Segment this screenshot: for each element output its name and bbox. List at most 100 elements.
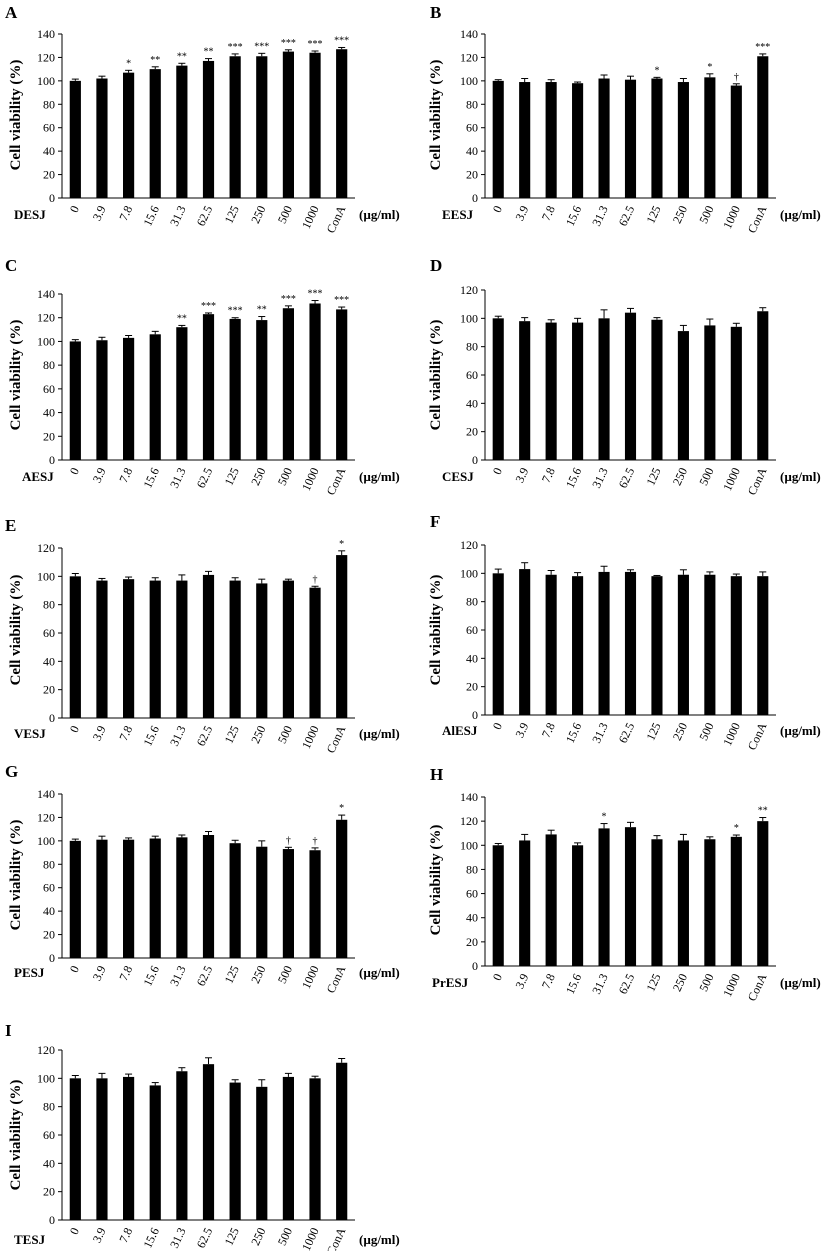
unit-label: (µg/ml): [359, 726, 400, 741]
x-tick-label: 500: [275, 963, 295, 985]
panel-b: B Cell viability (%) 0 20 40 60 80 100 120 140 0 3.…: [428, 3, 821, 235]
y-tick-label: 0: [49, 711, 55, 725]
x-tick-label: 7.8: [116, 465, 135, 485]
y-tick-label: 120: [460, 283, 478, 297]
panel-h: H Cell viability (%) 0 20 40 60 80 100 120 140 0 3.…: [428, 765, 821, 1003]
x-tick-label: 62.5: [194, 1225, 216, 1250]
y-tick-label: 140: [460, 790, 478, 804]
bar: [202, 314, 215, 460]
x-tick-label: 7.8: [539, 971, 558, 991]
y-tick-label: 20: [466, 168, 478, 182]
x-tick-label: 125: [643, 971, 663, 993]
x-tick-label: 0: [490, 465, 505, 476]
y-tick-label: 20: [43, 1185, 55, 1199]
y-axis-title: Cell viability (%): [428, 60, 444, 171]
y-tick-label: 20: [43, 928, 55, 942]
significance-label: *: [339, 539, 344, 550]
bar: [572, 845, 584, 966]
x-tick-label: 7.8: [539, 720, 558, 740]
bar: [96, 78, 108, 198]
bar: [677, 82, 689, 198]
bar: [492, 318, 504, 460]
bar: [336, 49, 348, 198]
y-tick-label: 0: [472, 708, 478, 722]
x-tick-label: 250: [248, 723, 268, 745]
bar: [176, 65, 188, 198]
unit-label: (µg/ml): [359, 1232, 400, 1247]
group-label: CESJ: [442, 469, 474, 484]
significance-label: **: [177, 51, 187, 62]
significance-label: ***: [201, 301, 216, 312]
unit-label: (µg/ml): [780, 723, 821, 738]
x-tick-label: 1000: [299, 723, 322, 751]
y-axis-title: Cell viability (%): [8, 60, 24, 171]
significance-label: *: [602, 812, 607, 823]
y-axis-title: Cell viability (%): [8, 320, 24, 431]
y-axis-title: Cell viability (%): [8, 820, 24, 931]
bar: [704, 574, 716, 715]
bar: [69, 1078, 81, 1220]
bar: [677, 574, 689, 715]
y-tick-label: 100: [460, 74, 478, 88]
x-tick-label: 3.9: [512, 203, 531, 223]
y-tick-label: 80: [43, 358, 55, 372]
bar: [336, 819, 348, 958]
significance-label: ***: [334, 35, 349, 46]
significance-label: *: [734, 823, 739, 834]
y-axis-title: Cell viability (%): [8, 575, 24, 686]
x-tick-label: 500: [696, 465, 716, 487]
significance-label: ***: [281, 38, 296, 49]
bar: [282, 308, 295, 460]
bar: [757, 311, 769, 460]
y-tick-label: 140: [37, 287, 55, 301]
y-tick-label: 120: [37, 810, 55, 824]
bar: [545, 834, 557, 966]
y-tick-label: 60: [466, 623, 478, 637]
unit-label: (µg/ml): [359, 207, 400, 222]
bar: [651, 839, 663, 966]
x-tick-label: 500: [275, 465, 295, 487]
x-tick-label: 3.9: [90, 1225, 109, 1245]
significance-label: †: [313, 574, 318, 585]
unit-label: (µg/ml): [780, 469, 821, 484]
x-tick-label: 500: [275, 723, 295, 745]
y-tick-label: 140: [37, 27, 55, 41]
x-tick-label: 62.5: [194, 723, 216, 748]
group-label: TESJ: [14, 1232, 46, 1247]
x-tick-label: 1000: [720, 971, 743, 999]
y-tick-label: 40: [466, 651, 478, 665]
y-tick-label: 0: [472, 959, 478, 973]
y-tick-label: 80: [43, 598, 55, 612]
y-tick-label: 0: [472, 191, 478, 205]
y-tick-label: 20: [466, 680, 478, 694]
x-tick-label: 15.6: [563, 465, 585, 490]
x-tick-label: 1000: [720, 203, 743, 231]
x-tick-label: 500: [275, 203, 295, 225]
bar: [336, 309, 348, 460]
bar: [96, 839, 108, 958]
y-tick-label: 100: [460, 838, 478, 852]
x-tick-label: 500: [696, 203, 716, 225]
x-tick-label: 7.8: [116, 203, 135, 223]
bar: [122, 337, 135, 460]
bar: [69, 576, 81, 718]
y-tick-label: 60: [466, 368, 478, 382]
x-tick-label: 7.8: [116, 723, 135, 743]
x-tick-label: 0: [490, 203, 505, 214]
y-tick-label: 60: [43, 382, 55, 396]
bar: [704, 325, 716, 460]
x-tick-label: 62.5: [616, 971, 638, 996]
bar: [149, 69, 161, 199]
x-tick-label: 125: [222, 1225, 242, 1247]
y-tick-label: 80: [466, 595, 478, 609]
bar: [598, 571, 610, 715]
bar: [624, 79, 637, 198]
y-tick-label: 20: [43, 683, 55, 697]
bar: [229, 580, 241, 718]
panel-e: E Cell viability (%) 0 20 40 60 80 100 120 0 3.9 7.…: [5, 516, 400, 755]
bar: [122, 579, 135, 718]
y-tick-label: 80: [466, 97, 478, 111]
bar: [122, 839, 135, 958]
x-tick-label: 15.6: [563, 971, 585, 996]
y-tick-label: 40: [43, 654, 55, 668]
